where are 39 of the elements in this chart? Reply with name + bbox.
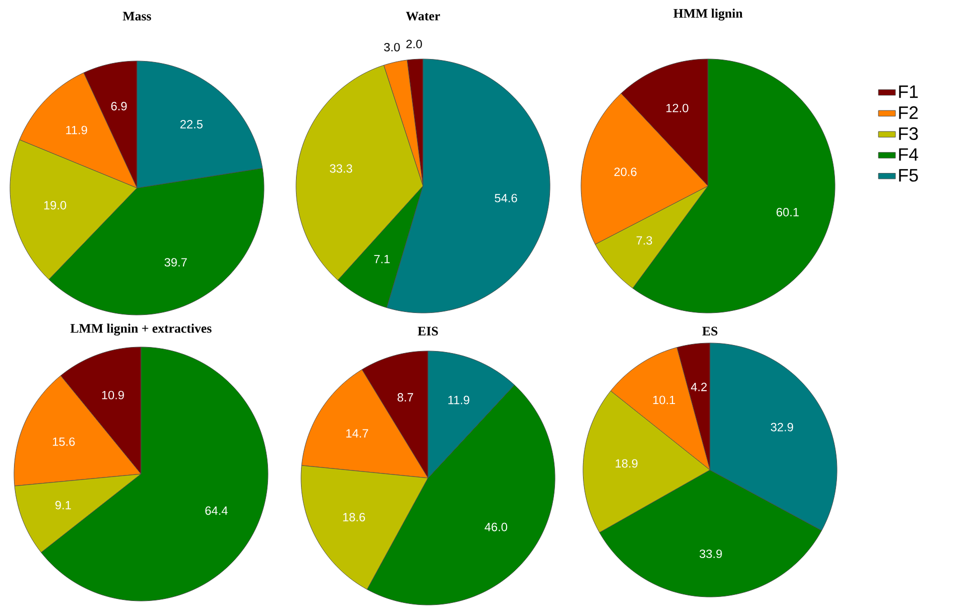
data-label: 8.7 xyxy=(398,393,414,402)
data-label: 3.0 xyxy=(384,42,400,52)
data-label: 39.7 xyxy=(164,258,187,267)
data-label: 18.9 xyxy=(616,459,638,468)
chart-title: EIS xyxy=(418,326,438,336)
data-label: 11.9 xyxy=(66,126,88,134)
data-label: 64.4 xyxy=(205,506,228,515)
data-label: 6.9 xyxy=(111,102,127,110)
data-label: 32.9 xyxy=(770,422,794,432)
data-label: 11.9 xyxy=(448,396,470,404)
data-label: 4.2 xyxy=(690,382,707,392)
chart-title: Mass xyxy=(122,12,152,20)
data-label: 22.5 xyxy=(180,120,203,128)
data-label: 19.0 xyxy=(44,201,66,210)
data-label: 60.1 xyxy=(776,208,799,216)
legend-label: F2 xyxy=(899,106,918,119)
data-label: 54.6 xyxy=(494,194,518,202)
chart-title: HMM lignin xyxy=(674,8,743,20)
data-label: 9.1 xyxy=(55,500,71,510)
data-label: 15.6 xyxy=(52,437,75,446)
chart-title: LMM lignin + extractives xyxy=(70,324,212,336)
data-label: 12.0 xyxy=(666,104,688,112)
legend-label: F4 xyxy=(899,148,918,161)
data-label: 7.3 xyxy=(636,236,652,245)
data-label: 10.1 xyxy=(653,396,676,404)
data-label: 46.0 xyxy=(484,522,508,532)
data-label: 33.9 xyxy=(700,550,722,558)
legend-label: F3 xyxy=(899,127,918,140)
data-label: 20.6 xyxy=(614,168,637,176)
data-label: 14.7 xyxy=(346,429,368,438)
data-label: 7.1 xyxy=(374,254,390,264)
data-label: 10.9 xyxy=(102,390,124,400)
legend-label: F5 xyxy=(899,169,918,182)
chart-title: ES xyxy=(702,326,718,336)
chart-title: Water xyxy=(406,12,440,21)
data-label: 33.3 xyxy=(330,164,352,173)
legend-label: F1 xyxy=(899,85,918,98)
data-label: 2.0 xyxy=(406,40,422,48)
data-label: 18.6 xyxy=(343,512,365,522)
